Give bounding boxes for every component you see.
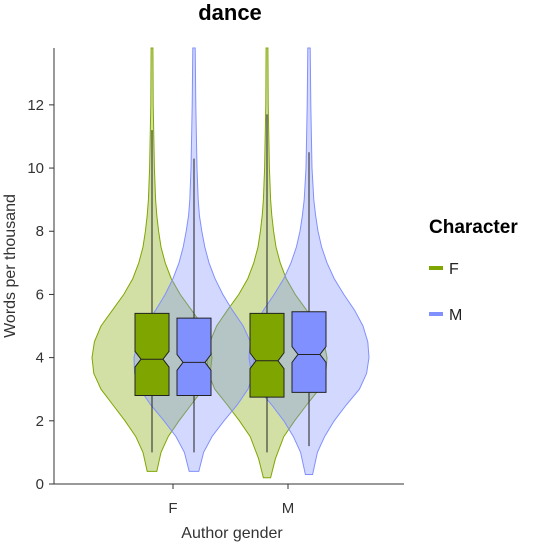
chart-title: dance [198,0,262,25]
y-tick-label: 2 [36,413,44,430]
box-f-m [249,312,285,398]
y-axis: 0 2 4 6 8 10 12 [27,48,55,493]
y-tick-label: 10 [27,160,44,177]
legend-label-f: F [449,261,459,278]
x-tick-label: M [282,500,295,517]
legend-title: Character [429,217,518,238]
box-f-f [134,312,170,397]
y-tick-label: 12 [27,97,44,114]
box-m-f [176,317,212,397]
plot-area [91,47,370,479]
y-tick-label: 8 [36,223,44,240]
x-tick-label: F [168,500,177,517]
y-tick-label: 6 [36,286,44,303]
legend: Character F M [429,217,518,324]
box-m-m [291,311,327,393]
y-tick-label: 0 [36,476,44,493]
x-axis-title: Author gender [181,525,283,542]
y-tick-label: 4 [36,350,44,367]
y-axis-title: Words per thousand [2,194,19,338]
legend-label-m: M [449,307,462,324]
